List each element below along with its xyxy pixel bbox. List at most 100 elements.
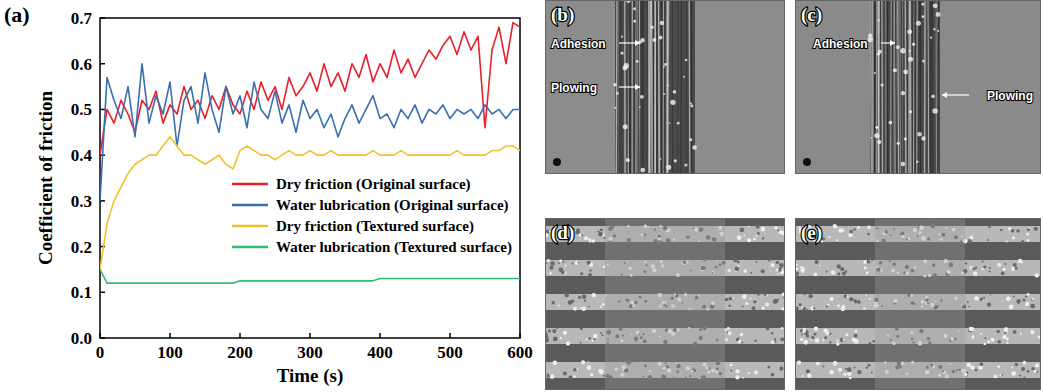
texture-grain (737, 236, 742, 241)
scratch (887, 0, 888, 174)
texture-grain (829, 370, 833, 374)
image-annotation: Adhesion (813, 37, 868, 51)
scratch (873, 0, 875, 174)
debris (916, 161, 918, 163)
texture-grain (969, 268, 971, 270)
texture-grain (822, 365, 824, 367)
texture-grain (592, 239, 595, 242)
scratch (661, 0, 663, 174)
y-tick-label: 0.0 (71, 329, 92, 348)
texture-grain (559, 260, 562, 263)
texture-grain (741, 341, 743, 343)
texture-grain (853, 228, 856, 231)
scratch (666, 0, 668, 174)
texture-grain (602, 303, 605, 306)
texture-grain (819, 265, 821, 267)
debris (903, 70, 908, 75)
texture-grain (847, 371, 852, 376)
texture-grain (580, 327, 583, 330)
texture-grain (982, 268, 984, 270)
texture-grain (550, 261, 555, 266)
y-tick (100, 109, 105, 111)
plot-lines (100, 23, 520, 284)
image-ground (795, 0, 1041, 174)
debris (932, 108, 937, 113)
texture-grain (965, 262, 967, 264)
texture-grain (588, 306, 590, 308)
scratch (900, 0, 901, 174)
texture-grain (603, 237, 605, 239)
texture-grain (837, 264, 841, 268)
texture-grain (581, 360, 585, 364)
texture-grain (970, 365, 974, 369)
debris (868, 37, 873, 42)
texture-grain (806, 369, 810, 373)
debris (633, 20, 636, 23)
texture-grain (737, 261, 740, 264)
texture-grain (777, 273, 779, 275)
texture-grain (866, 366, 868, 368)
texture-grain (1027, 239, 1030, 242)
x-tick (239, 333, 241, 338)
texture-grain (1001, 271, 1005, 275)
legend-swatch (232, 183, 268, 186)
texture-grain (814, 333, 817, 336)
debris (616, 92, 619, 95)
texture-grain (766, 327, 770, 331)
debris (912, 43, 915, 46)
scratch (664, 0, 666, 174)
scratch (914, 0, 916, 174)
texture-grain (727, 327, 730, 330)
texture-grain (1013, 263, 1017, 267)
debris (909, 110, 912, 113)
debris (921, 3, 924, 6)
debris (613, 83, 616, 86)
debris (624, 63, 629, 68)
texture-grain (1035, 363, 1039, 367)
texture-grain (566, 341, 570, 345)
texture-grain (845, 333, 848, 336)
texture-grain (568, 376, 572, 380)
y-axis-title: Coefficient of friction (35, 91, 56, 266)
texture-grain (572, 263, 574, 265)
scratch (691, 0, 692, 174)
texture-grain (598, 371, 600, 373)
micrograph: (e) (795, 218, 1041, 390)
texture-grain (816, 362, 820, 366)
texture-grain (798, 303, 801, 306)
texture-grain (757, 293, 759, 295)
texture-grain (735, 375, 739, 379)
texture-grain (553, 360, 558, 365)
texture-grain (761, 269, 765, 273)
wear-track (615, 0, 695, 174)
panel-label: (a) (4, 2, 30, 27)
debris (659, 36, 663, 40)
texture-grain (849, 230, 853, 234)
texture-grain (980, 333, 982, 335)
scratch (640, 0, 642, 174)
debris (909, 50, 911, 52)
texture-grain (580, 342, 582, 344)
image-border (796, 219, 1041, 390)
texture-grain (1008, 227, 1012, 231)
texture-grain (585, 339, 587, 341)
texture-grain (826, 270, 828, 272)
y-tick-label: 0.1 (71, 283, 92, 302)
texture-grain (742, 306, 744, 308)
texture-grain (837, 339, 839, 341)
texture-grain (565, 293, 569, 297)
scratch (677, 0, 679, 174)
legend-swatch (232, 225, 268, 228)
scratch (916, 0, 917, 174)
texture-grain (1006, 338, 1009, 341)
texture-grain (1017, 302, 1019, 304)
scratch (902, 0, 903, 174)
texture-grain (777, 230, 779, 232)
texture-grain (587, 261, 591, 265)
y-tick-label: 0.4 (71, 146, 93, 165)
texture-grain (593, 334, 598, 339)
series-line (100, 269, 520, 283)
debris (690, 105, 693, 108)
texture-grain (575, 261, 579, 265)
series-line (100, 23, 520, 156)
